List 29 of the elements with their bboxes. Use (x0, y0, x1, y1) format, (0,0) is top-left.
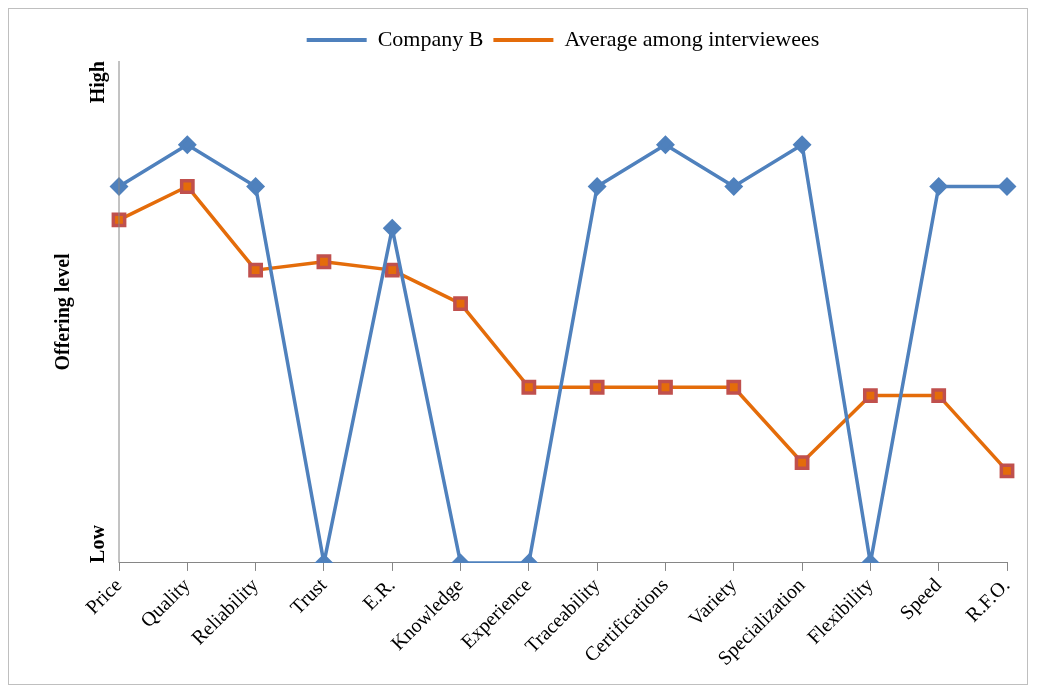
text: High (86, 61, 110, 104)
x-tick-label: Price (80, 573, 126, 618)
x-tick-label: Trust (285, 573, 331, 619)
point (589, 379, 605, 395)
point (453, 296, 468, 311)
point (794, 455, 810, 470)
point (248, 262, 264, 278)
point (656, 135, 675, 154)
point (179, 179, 195, 194)
point (246, 177, 265, 196)
point (383, 219, 401, 238)
point (929, 177, 948, 196)
legend-label: Company B (377, 25, 484, 51)
point (862, 388, 878, 404)
point (793, 135, 811, 154)
point (588, 177, 606, 196)
point (725, 177, 743, 196)
point (999, 463, 1015, 479)
legend-label: Average among interviewees (564, 25, 820, 51)
point (316, 254, 332, 270)
point (384, 262, 400, 278)
point (931, 388, 947, 404)
y-axis-title: Offering level (51, 252, 75, 371)
point (998, 177, 1016, 196)
text: Low (86, 524, 109, 563)
point (178, 135, 197, 154)
point (726, 379, 742, 395)
point (658, 379, 673, 395)
point (521, 379, 537, 395)
